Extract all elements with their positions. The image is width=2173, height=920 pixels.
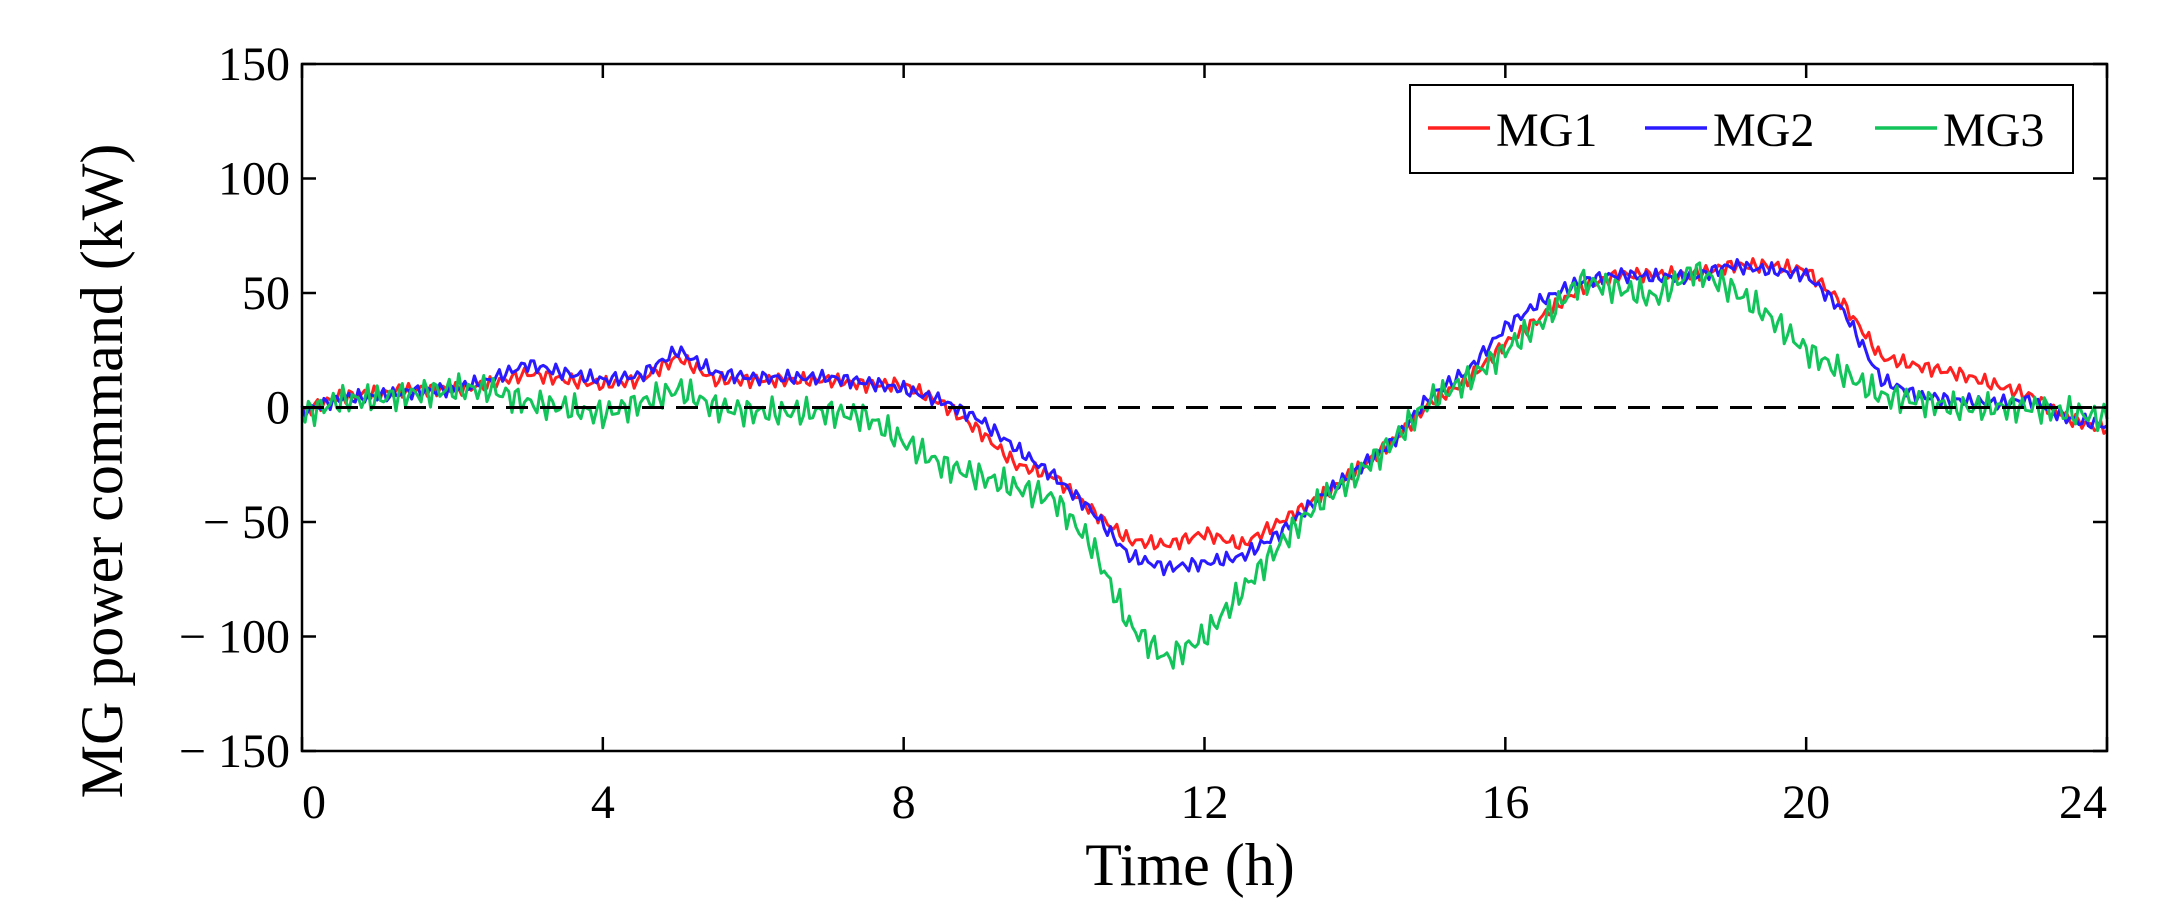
legend: MG1 MG2 MG3 [1409,84,2074,174]
series-line-mg3 [300,261,2109,670]
x-tick-label: 0 [302,776,326,829]
series-line-mg2 [300,258,2108,577]
legend-label-mg1: MG1 [1496,104,1597,157]
y-tick-label: 150 [218,38,290,91]
x-tick-label: 12 [1181,776,1229,829]
y-axis-title: MG power command (kW) [69,144,135,799]
x-tick-label: 8 [892,776,916,829]
legend-box [1409,84,2074,174]
y-tick-label: 50 [242,267,290,320]
x-tick-label: 4 [591,776,615,829]
series-layer [300,257,2109,670]
y-tick-label: 0 [266,382,290,435]
series-line-mg1 [300,257,2109,551]
x-axis-title: Time (h) [1085,832,1294,898]
x-tick-label: 16 [1481,776,1529,829]
legend-items: MG1 MG2 MG3 [1428,104,2044,157]
y-tick-label: − 100 [179,611,290,664]
y-tick-label: 100 [218,153,290,206]
legend-label-mg2: MG2 [1713,104,1814,157]
tick-layer: 0 4 8 12 16 20 24 150 100 50 0 − 50 − 100 − 150 [179,38,2109,829]
x-tick-label: 24 [2059,776,2107,829]
y-tick-label: − 50 [203,496,290,549]
x-tick-label: 20 [1782,776,1830,829]
legend-label-mg3: MG3 [1943,104,2044,157]
y-tick-label: − 150 [179,725,290,778]
